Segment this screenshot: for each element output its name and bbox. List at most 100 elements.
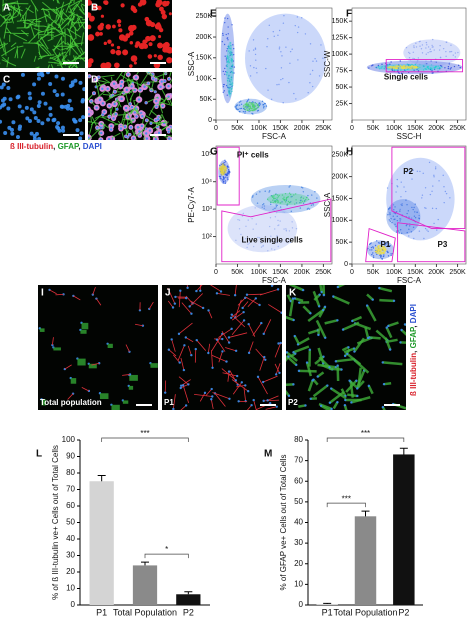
neurite (207, 343, 211, 354)
event-dot (276, 84, 278, 86)
fiber (44, 13, 60, 27)
neurite (178, 376, 189, 385)
bar (176, 594, 201, 605)
event-dot (430, 50, 432, 53)
event-dot (419, 40, 421, 43)
stain-name: ß III-tubulin (10, 142, 53, 151)
nucleus (33, 116, 38, 121)
nucleus (159, 85, 162, 89)
event-dot (391, 68, 393, 71)
event-dot (225, 59, 228, 61)
event-dot (406, 212, 408, 215)
event-dot (223, 43, 226, 46)
event-dot (293, 92, 295, 95)
panel-label: L (36, 449, 42, 460)
x-tick-label: 250K (315, 269, 332, 276)
event-dot (273, 249, 276, 251)
fiber (27, 32, 40, 44)
fiber (349, 381, 354, 398)
event-dot (408, 51, 410, 54)
event-dot (229, 47, 231, 49)
neurite (265, 406, 277, 410)
nucleus (16, 94, 21, 99)
nucleus (179, 386, 182, 390)
fiber (49, 51, 67, 60)
event-dot (371, 253, 373, 256)
event-dot (307, 194, 309, 197)
nucleus (40, 91, 45, 96)
event-dot (400, 232, 403, 235)
nucleus (99, 126, 102, 129)
x-tick-label: Total Population (333, 607, 397, 617)
neurite (49, 289, 57, 295)
fiber (33, 55, 37, 62)
event-dot (221, 179, 224, 181)
event-dot (226, 50, 228, 52)
nucleus (340, 368, 343, 371)
event-dot (255, 223, 257, 225)
event-dot (222, 91, 224, 93)
astro (129, 374, 138, 381)
event-dot (223, 83, 225, 86)
event-dot (223, 169, 226, 172)
fiber (364, 327, 370, 339)
fiber (168, 127, 172, 133)
event-dot (380, 248, 383, 250)
event-dot (443, 186, 445, 188)
nucleus (275, 405, 278, 408)
texture (163, 285, 282, 410)
fiber (288, 298, 295, 317)
event-dot (415, 42, 417, 44)
event-dot (389, 220, 392, 222)
event-dot (255, 59, 257, 61)
event-dot (224, 70, 227, 73)
event-dot (457, 51, 459, 54)
nucleus (346, 352, 349, 356)
event-dot (223, 168, 225, 170)
event-dot (433, 68, 436, 70)
neurite (189, 293, 203, 307)
nucleus (353, 350, 356, 353)
astro (77, 358, 86, 366)
event-dot (381, 65, 383, 68)
nucleus (343, 354, 347, 358)
neurite (210, 399, 214, 410)
fiber (384, 337, 392, 351)
event-dot (269, 217, 272, 219)
nucleus (2, 96, 7, 101)
y-tick-label: 60 (294, 476, 303, 485)
gate-label: PI⁺ cells (237, 151, 269, 160)
significance-bracket (101, 437, 189, 442)
cell (103, 41, 108, 46)
fiber (43, 25, 56, 30)
event-dot (429, 51, 431, 53)
nucleus (10, 131, 15, 136)
neurite (178, 290, 181, 308)
nucleus (179, 289, 182, 292)
event-dot (256, 104, 259, 107)
event-dot (246, 246, 248, 249)
fiber (383, 382, 392, 386)
event-dot (415, 46, 418, 48)
error-bar (399, 447, 408, 455)
nucleus (378, 286, 381, 290)
nucleus (98, 98, 102, 102)
nucleus (261, 380, 265, 384)
gate-label: Live single cells (242, 236, 304, 245)
event-dot (385, 243, 387, 246)
event-dot (388, 219, 391, 221)
nucleus (297, 369, 301, 373)
event-dot (264, 190, 266, 192)
cell (110, 43, 115, 47)
astro (107, 343, 113, 348)
x-tick-label: 150K (407, 125, 424, 132)
x-tick-label: 0 (214, 125, 218, 132)
event-dot (228, 75, 230, 77)
event-dot (277, 219, 279, 222)
fiber (320, 404, 332, 410)
neurite (208, 310, 213, 319)
event-dot (438, 180, 440, 182)
nucleus (295, 363, 298, 367)
x-tick-label: 50K (367, 269, 380, 276)
nucleus (260, 321, 263, 325)
